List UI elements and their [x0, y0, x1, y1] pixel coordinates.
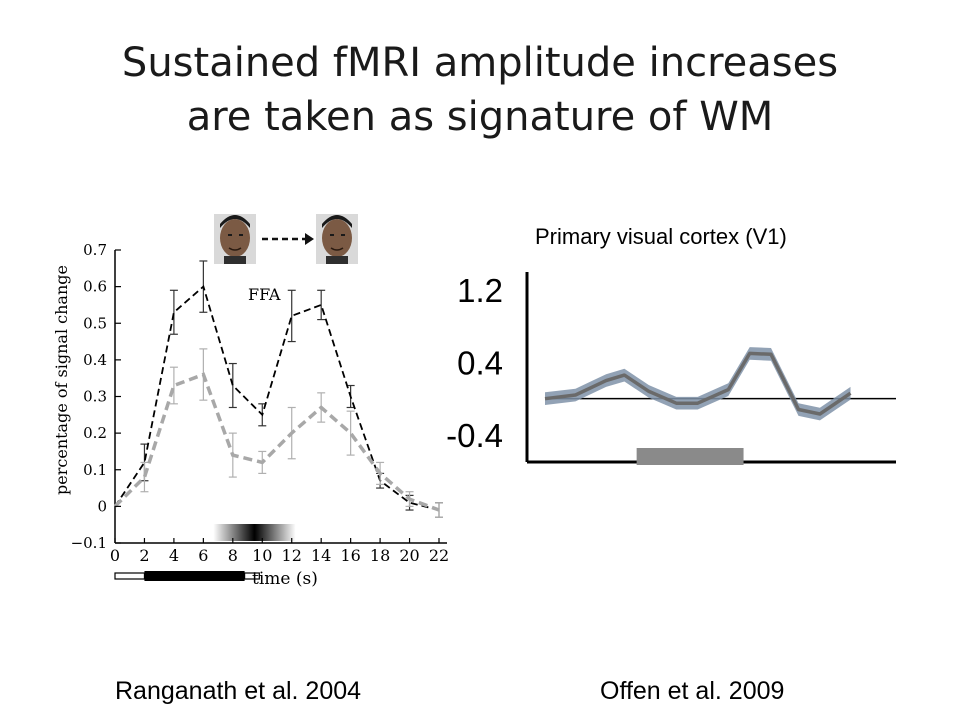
right-chart-series: [544, 347, 852, 421]
face-icon: [214, 214, 256, 264]
y-tick-label: 0.4: [83, 351, 107, 369]
x-tick-label: 8: [228, 546, 238, 565]
y-tick-label: 0.4: [457, 344, 503, 381]
x-tick-label: 22: [429, 546, 449, 565]
x-tick-label: 20: [399, 546, 419, 565]
left-chart-x-label: time (s): [252, 569, 318, 589]
x-tick-label: 16: [340, 546, 360, 565]
caption-left: Ranganath et al. 2004: [115, 677, 362, 705]
series-line: [544, 351, 852, 416]
y-tick-label: -0.4: [446, 417, 503, 454]
confidence-band: [545, 347, 851, 421]
stimulus-block: [636, 448, 744, 465]
right-chart-y-ticks: 1.2 0.4 -0.4: [446, 272, 503, 454]
timeline-filled-bar: [144, 571, 245, 581]
slide-title-line-2: are taken as signature of WM: [186, 94, 774, 140]
x-tick-label: 14: [311, 546, 331, 565]
y-tick-label: 1.2: [457, 272, 503, 309]
slide-title-line-1: Sustained fMRI amplitude increases: [121, 40, 839, 86]
y-tick-label: −0.1: [71, 534, 107, 552]
x-tick-label: 4: [169, 546, 179, 565]
stimulus-gradient-bar: [213, 524, 296, 541]
ffa-annotation: FFA: [248, 285, 281, 304]
left-chart-x-ticks: 0 2 4 6 8 10 12 14 16 18 20 22: [110, 538, 449, 565]
x-tick-label: 10: [252, 546, 272, 565]
slide-title: Sustained fMRI amplitude increases are t…: [0, 36, 960, 144]
left-chart-series: [113, 260, 443, 518]
y-tick-label: 0: [97, 497, 107, 515]
black-dashed-series-line: [114, 285, 440, 511]
x-tick-label: 6: [198, 546, 208, 565]
timeline-outline-bar: [244, 572, 260, 580]
stimulus-gradient: [213, 524, 296, 541]
y-tick-label: 0.3: [83, 388, 107, 406]
x-tick-label: 0: [110, 546, 120, 565]
x-tick-label: 18: [370, 546, 390, 565]
y-tick-label: 0.5: [83, 314, 107, 332]
y-tick-label: 0.7: [83, 241, 107, 259]
timeline-bars: [114, 571, 260, 581]
x-tick-label: 12: [282, 546, 302, 565]
stimulus-icons: [214, 214, 358, 264]
face-icon: [316, 214, 358, 264]
left-chart-y-label: percentage of signal change: [52, 265, 71, 495]
y-tick-label: 0.1: [83, 461, 107, 479]
x-tick-label: 2: [139, 546, 149, 565]
y-tick-label: 0.6: [83, 278, 107, 296]
y-tick-label: 0.2: [83, 424, 107, 442]
dashed-arrow-icon: [262, 233, 314, 245]
right-chart-axes: [525, 272, 896, 464]
caption-right: Offen et al. 2009: [600, 677, 785, 705]
right-chart-title: Primary visual cortex (V1): [535, 224, 787, 249]
stimulus-block-bar: [636, 448, 744, 465]
left-chart-y-ticks: 0.7 0.6 0.5 0.4 0.3 0.2 0.1 0 −0.1: [71, 241, 121, 552]
